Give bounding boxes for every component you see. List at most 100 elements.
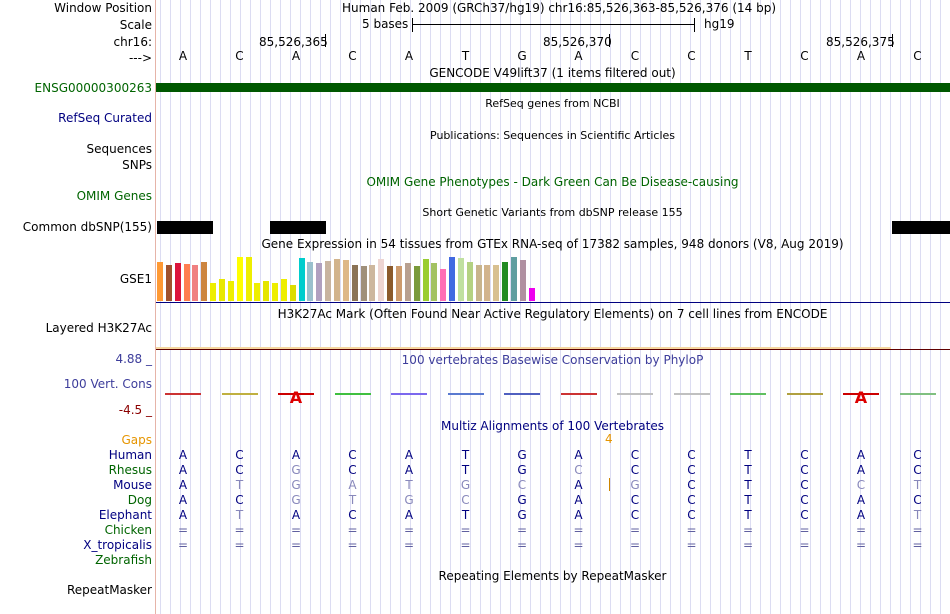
grid-line — [390, 0, 391, 614]
gtex-tissue-bar[interactable] — [289, 285, 296, 301]
aligned-base: = — [629, 523, 641, 537]
gtex-tissue-bar[interactable] — [413, 266, 420, 301]
gtex-tissue-bar[interactable] — [519, 260, 526, 301]
grid-line — [640, 0, 641, 614]
publications-track-title[interactable]: Publications: Sequences in Scientific Ar… — [430, 129, 675, 142]
aligned-base: C — [800, 493, 809, 507]
aligned-base: G — [291, 463, 301, 477]
aligned-base: = — [799, 523, 810, 537]
gtex-tissue-bar[interactable] — [351, 265, 358, 301]
conservation-mark — [560, 393, 597, 395]
gtex-tissue-bar[interactable] — [528, 288, 535, 301]
multiz-track-title[interactable]: Multiz Alignments of 100 Vertebrates — [440, 419, 665, 433]
gtex-tissue-bar[interactable] — [360, 266, 367, 301]
gtex-tissue-bar[interactable] — [511, 257, 517, 301]
omim-label[interactable]: OMIM Genes — [76, 189, 152, 203]
gtex-tissue-bar[interactable] — [157, 262, 163, 301]
gtex-tissue-bar[interactable] — [263, 281, 270, 301]
gencode-gene-bar[interactable] — [156, 83, 950, 92]
h3k27ac-label[interactable]: Layered H3K27Ac — [45, 321, 152, 335]
scale-bar-left-cap — [412, 18, 413, 32]
gtex-tissue-bar[interactable] — [440, 269, 447, 301]
gtex-track-title[interactable]: Gene Expression in 54 tissues from GTEx … — [261, 237, 844, 251]
snps-label[interactable]: SNPs — [122, 158, 152, 172]
refseq-track-title[interactable]: RefSeq genes from NCBI — [485, 97, 620, 110]
species-label[interactable]: Mouse — [113, 478, 152, 492]
gtex-tissue-bar[interactable] — [236, 257, 243, 301]
repeatmasker-label[interactable]: RepeatMasker — [66, 583, 152, 597]
reference-base: T — [744, 49, 752, 63]
gtex-tissue-bar[interactable] — [342, 260, 349, 301]
gtex-tissue-bar[interactable] — [174, 263, 181, 301]
gse-label[interactable]: GSE1 — [119, 272, 152, 286]
gtex-tissue-bar[interactable] — [387, 266, 394, 301]
grid-line — [630, 0, 631, 614]
gtex-tissue-bar[interactable] — [369, 265, 376, 301]
gtex-tissue-bar[interactable] — [395, 266, 402, 301]
omim-track-title[interactable]: OMIM Gene Phenotypes - Dark Green Can Be… — [366, 175, 739, 189]
grid-line — [570, 0, 571, 614]
cons-label[interactable]: 100 Vert. Cons — [63, 377, 152, 391]
species-label[interactable]: Elephant — [98, 508, 152, 522]
gtex-tissue-bar[interactable] — [272, 283, 279, 301]
species-label[interactable]: Rhesus — [108, 463, 152, 477]
species-label[interactable]: X_tropicalis — [83, 538, 152, 552]
gtex-tissue-bar[interactable] — [466, 262, 473, 301]
gtex-tissue-bar[interactable] — [254, 283, 261, 301]
gtex-tissue-bar[interactable] — [457, 258, 464, 301]
gtex-tissue-bar[interactable] — [227, 281, 234, 301]
gtex-tissue-bar[interactable] — [192, 265, 199, 301]
gene-id-label[interactable]: ENSG00000300263 — [34, 81, 152, 95]
conservation-mark — [786, 393, 823, 395]
grid-line — [400, 0, 401, 614]
gtex-tissue-bar[interactable] — [475, 265, 482, 301]
grid-line — [380, 0, 381, 614]
species-label[interactable]: Dog — [127, 493, 152, 507]
gtex-tissue-bar[interactable] — [449, 257, 456, 301]
gtex-tissue-bar[interactable] — [334, 259, 340, 301]
gaps-label[interactable]: Gaps — [121, 433, 152, 447]
gtex-tissue-bar[interactable] — [183, 264, 190, 301]
gtex-tissue-bar[interactable] — [280, 279, 287, 301]
snp-feature[interactable] — [892, 221, 950, 234]
grid-line — [600, 0, 601, 614]
gencode-track-title[interactable]: GENCODE V49lift37 (1 items filtered out) — [429, 66, 676, 80]
gtex-tissue-bar[interactable] — [502, 262, 509, 301]
gtex-tissue-bar[interactable] — [245, 257, 252, 301]
gtex-tissue-bar[interactable] — [201, 262, 208, 301]
aligned-base: C — [630, 448, 640, 462]
h3k27ac-track-title[interactable]: H3K27Ac Mark (Often Found Near Active Re… — [277, 307, 828, 321]
gtex-tissue-bar[interactable] — [422, 259, 429, 301]
snp-feature[interactable] — [270, 221, 326, 234]
dbsnp-track-title[interactable]: Short Genetic Variants from dbSNP releas… — [422, 206, 683, 219]
phylop-track-title[interactable]: 100 vertebrates Basewise Conservation by… — [401, 353, 704, 367]
aligned-base: = — [460, 523, 471, 537]
gtex-tissue-bar[interactable] — [484, 265, 491, 301]
species-label[interactable]: Human — [108, 448, 152, 462]
sequences-label[interactable]: Sequences — [86, 142, 152, 156]
species-label[interactable]: Zebrafish — [95, 553, 152, 567]
gtex-tissue-bar[interactable] — [325, 261, 332, 301]
gtex-tissue-bar[interactable] — [165, 265, 172, 301]
gtex-tissue-bar[interactable] — [210, 283, 217, 301]
snp-feature[interactable] — [157, 221, 213, 234]
gtex-tissue-bar[interactable] — [493, 265, 500, 301]
gtex-tissue-bar[interactable] — [307, 262, 314, 301]
aligned-base: C — [913, 448, 922, 462]
aligned-base: C — [687, 508, 696, 522]
gtex-tissue-bar[interactable] — [298, 258, 305, 301]
gtex-tissue-bar[interactable] — [431, 263, 438, 301]
gtex-tissue-bar[interactable] — [316, 263, 323, 301]
gtex-tissue-bar[interactable] — [378, 259, 385, 301]
grid-line — [170, 0, 171, 614]
dbsnp-label[interactable]: Common dbSNP(155) — [22, 220, 152, 234]
reference-base: G — [517, 49, 527, 63]
gtex-tissue-bar[interactable] — [404, 263, 411, 301]
species-label[interactable]: Chicken — [104, 523, 152, 537]
refseq-label[interactable]: RefSeq Curated — [58, 111, 152, 125]
tick-mark-3 — [892, 34, 893, 47]
grid-line — [830, 0, 831, 614]
gtex-tissue-bar[interactable] — [218, 279, 225, 301]
repeatmasker-track-title[interactable]: Repeating Elements by RepeatMasker — [438, 569, 667, 583]
conservation-mark — [447, 393, 484, 395]
